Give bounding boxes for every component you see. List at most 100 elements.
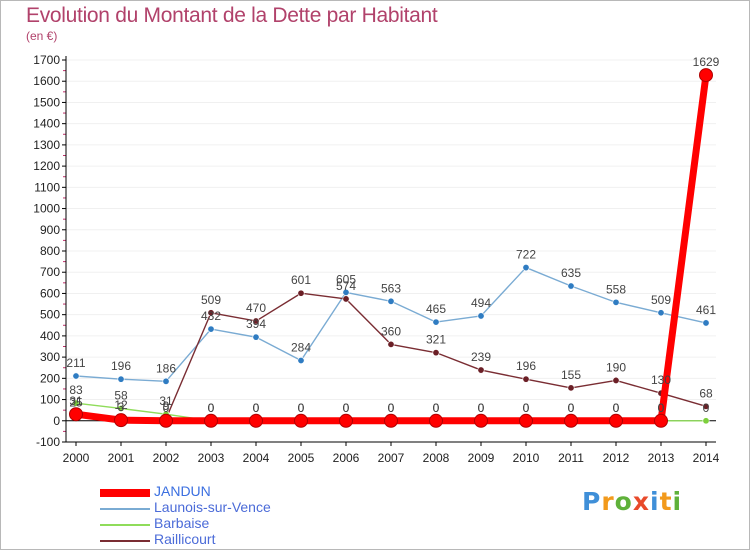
data-point xyxy=(702,417,710,425)
data-point xyxy=(297,357,305,365)
data-label: 190 xyxy=(606,360,626,374)
y-tick-label: 1200 xyxy=(33,159,60,173)
data-label: 239 xyxy=(471,350,491,364)
data-label: 0 xyxy=(388,401,395,415)
logo-letter: x xyxy=(632,487,650,516)
data-point xyxy=(339,413,353,428)
data-label: 0 xyxy=(433,401,440,415)
y-tick-label: 1600 xyxy=(33,74,60,88)
data-label: 563 xyxy=(381,281,401,295)
x-tick-label: 2002 xyxy=(153,451,180,465)
y-tick-label: 1700 xyxy=(33,53,60,67)
data-point xyxy=(387,297,395,305)
data-point xyxy=(519,413,533,428)
data-label: 0 xyxy=(478,401,485,415)
data-label: 0 xyxy=(613,401,620,415)
data-label: 722 xyxy=(516,248,536,262)
data-label: 31 xyxy=(69,394,83,408)
y-tick-label: 1300 xyxy=(33,138,60,152)
logo-letter: t xyxy=(659,487,673,516)
data-label: 601 xyxy=(291,273,311,287)
legend-label: Launois-sur-Vence xyxy=(154,499,271,515)
data-label: 470 xyxy=(246,301,266,315)
data-point xyxy=(612,298,620,306)
data-label: 0 xyxy=(613,401,620,415)
data-label: 509 xyxy=(201,293,221,307)
data-label: 0 xyxy=(433,401,440,415)
y-tick-label: 400 xyxy=(40,329,60,343)
data-point xyxy=(72,372,80,380)
data-point xyxy=(522,375,530,383)
data-point xyxy=(702,402,710,410)
legend-swatch xyxy=(100,489,150,497)
y-tick-label: 1100 xyxy=(34,180,60,194)
data-label: 0 xyxy=(388,401,395,415)
x-tick-label: 2007 xyxy=(378,451,405,465)
y-tick-label: 300 xyxy=(40,350,60,364)
data-point xyxy=(249,413,263,428)
y-tick-label: 1500 xyxy=(33,95,60,109)
data-label: 0 xyxy=(298,401,305,415)
data-label: 0 xyxy=(523,401,530,415)
data-label: 461 xyxy=(696,303,716,317)
data-label: 211 xyxy=(66,356,85,370)
data-label: 0 xyxy=(703,401,710,415)
data-point xyxy=(567,384,575,392)
data-label: 68 xyxy=(699,386,713,400)
legend-swatch xyxy=(100,540,150,542)
logo-letter: i xyxy=(672,487,683,516)
y-tick-label: 100 xyxy=(40,393,60,407)
data-point xyxy=(342,295,350,303)
y-tick-label: 1000 xyxy=(33,202,60,216)
data-label: 0 xyxy=(253,401,260,415)
x-tick-label: 2014 xyxy=(693,451,720,465)
x-tick-label: 2010 xyxy=(513,451,540,465)
chart-title: Evolution du Montant de la Dette par Hab… xyxy=(26,4,438,27)
data-point xyxy=(474,413,488,428)
grid xyxy=(66,59,716,443)
data-label: 12 xyxy=(114,398,128,412)
data-label: 0 xyxy=(658,401,665,415)
x-tick-label: 2003 xyxy=(198,451,225,465)
x-tick-label: 2008 xyxy=(423,451,450,465)
data-label: 31 xyxy=(159,394,173,408)
y-tick-label: 1400 xyxy=(33,117,60,131)
data-point xyxy=(702,319,710,327)
data-label: 321 xyxy=(426,333,446,347)
data-label: 130 xyxy=(651,373,671,387)
data-label: 432 xyxy=(201,309,221,323)
data-point xyxy=(609,413,623,428)
data-point xyxy=(117,375,125,383)
legend-swatch xyxy=(100,508,150,510)
y-tick-label: 800 xyxy=(40,244,60,258)
data-point xyxy=(207,309,215,317)
data-point xyxy=(657,309,665,317)
chart-unit-label: (en €) xyxy=(26,29,58,43)
data-point xyxy=(432,349,440,357)
data-label: 0 xyxy=(658,401,665,415)
legend-swatch xyxy=(100,524,150,526)
y-tick-label: -100 xyxy=(36,435,60,449)
data-point xyxy=(207,325,215,333)
data-point xyxy=(114,413,128,428)
data-label: 0 xyxy=(343,401,350,415)
data-label: 605 xyxy=(336,272,356,286)
x-tick-label: 2006 xyxy=(333,451,360,465)
data-point xyxy=(612,376,620,384)
y-tick-label: 700 xyxy=(40,265,60,279)
x-tick-label: 2001 xyxy=(108,451,135,465)
legend-label: Barbaise xyxy=(154,515,210,531)
data-label: 494 xyxy=(471,296,491,310)
data-point xyxy=(387,340,395,348)
logo-letter: o xyxy=(614,487,633,516)
legend-label: JANDUN xyxy=(154,483,211,499)
x-tick-label: 2009 xyxy=(468,451,495,465)
data-point xyxy=(252,333,260,341)
series-launois-sur-vence xyxy=(72,264,710,385)
data-label: 360 xyxy=(381,324,401,338)
data-label: 0 xyxy=(568,401,575,415)
data-point xyxy=(477,366,485,374)
